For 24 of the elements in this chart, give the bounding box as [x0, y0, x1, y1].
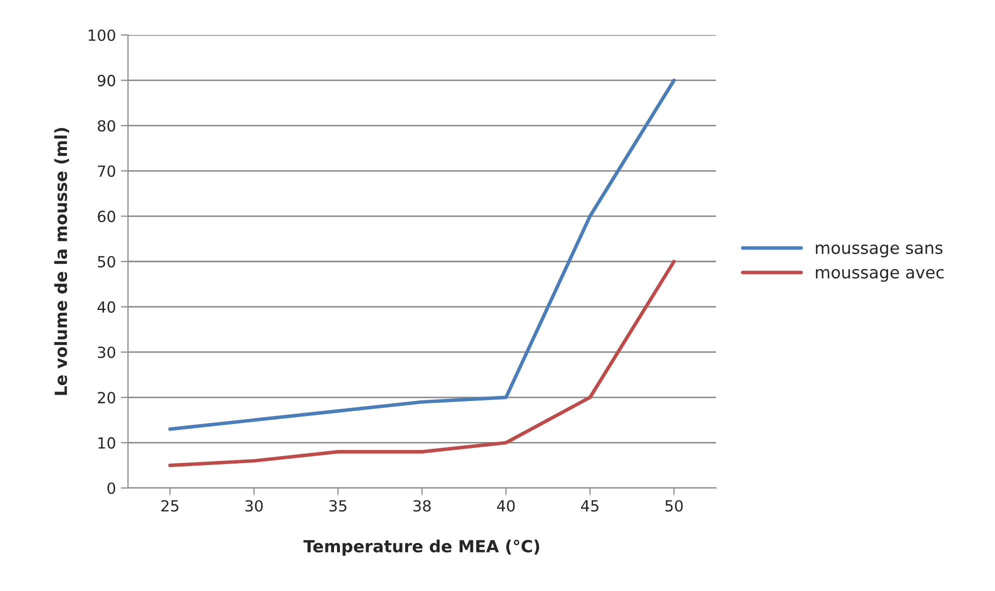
y-tick-label: 0: [107, 482, 116, 494]
x-tick-label: 38: [413, 500, 431, 512]
x-tick-label: 40: [497, 500, 515, 512]
line-series: [168, 78, 676, 431]
y-tick-label: 10: [98, 437, 116, 449]
x-tick-label: 45: [581, 500, 598, 512]
y-tick-label: 80: [98, 120, 116, 132]
y-axis-title: Le volume de la mousse (ml): [54, 128, 70, 395]
x-tick-label: 35: [329, 500, 346, 512]
x-tick-label: 25: [161, 500, 178, 512]
line-series: [168, 260, 676, 468]
y-tick-label: 30: [98, 346, 116, 358]
y-tick-label: 20: [98, 392, 116, 404]
x-tick-label: 50: [665, 500, 683, 512]
x-axis-title: Temperature de MEA (°C): [303, 540, 540, 556]
y-tick-label: 40: [98, 301, 116, 313]
legend-label: moussage avec: [816, 268, 944, 282]
y-tick-label: 100: [88, 29, 116, 42]
y-tick-label: 60: [98, 210, 116, 222]
x-tick-label: 30: [245, 500, 263, 512]
legend-label: moussage sans: [816, 244, 942, 258]
y-tick-label: 50: [98, 256, 116, 268]
y-tick-label: 90: [98, 74, 116, 86]
y-tick-label: 70: [98, 165, 116, 177]
